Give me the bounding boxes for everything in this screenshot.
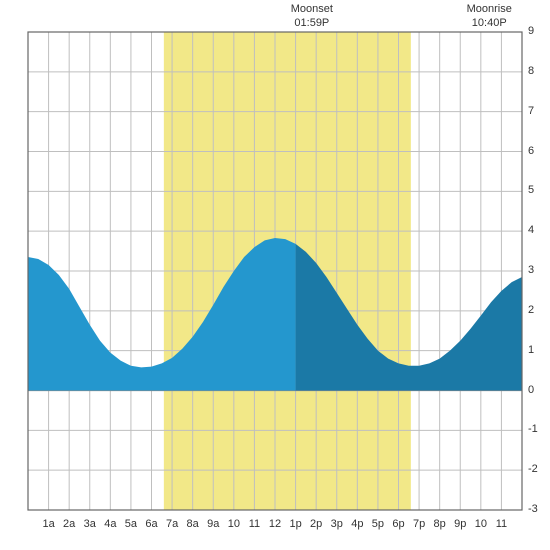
y-tick-label: 2 bbox=[528, 304, 534, 316]
moonset-label: Moonset bbox=[291, 3, 333, 15]
x-tick-label: 1p bbox=[289, 518, 301, 530]
y-tick-label: 8 bbox=[528, 65, 534, 77]
y-tick-label: -3 bbox=[528, 503, 538, 515]
moonrise-annotation: Moonrise 10:40P bbox=[467, 2, 512, 31]
y-tick-label: 3 bbox=[528, 264, 534, 276]
x-tick-label: 10 bbox=[228, 518, 240, 530]
y-tick-label: 0 bbox=[528, 384, 534, 396]
y-tick-label: 1 bbox=[528, 344, 534, 356]
x-tick-label: 7p bbox=[413, 518, 425, 530]
x-tick-label: 5p bbox=[372, 518, 384, 530]
x-tick-label: 3a bbox=[84, 518, 96, 530]
tide-chart: Moonset 01:59P Moonrise 10:40P -3-2-1012… bbox=[0, 0, 550, 550]
x-tick-label: 10 bbox=[475, 518, 487, 530]
moonrise-label: Moonrise bbox=[467, 3, 512, 15]
y-tick-label: 5 bbox=[528, 184, 534, 196]
y-tick-label: 7 bbox=[528, 105, 534, 117]
x-tick-label: 6p bbox=[392, 518, 404, 530]
x-tick-label: 2a bbox=[63, 518, 75, 530]
x-tick-label: 8p bbox=[434, 518, 446, 530]
x-tick-label: 11 bbox=[249, 518, 260, 530]
moonset-time: 01:59P bbox=[294, 17, 329, 29]
moonset-annotation: Moonset 01:59P bbox=[291, 2, 333, 31]
x-tick-label: 5a bbox=[125, 518, 137, 530]
x-tick-label: 11 bbox=[496, 518, 507, 530]
x-tick-label: 9p bbox=[454, 518, 466, 530]
x-tick-label: 3p bbox=[331, 518, 343, 530]
moonrise-time: 10:40P bbox=[472, 17, 507, 29]
x-tick-label: 9a bbox=[207, 518, 219, 530]
x-tick-label: 6a bbox=[145, 518, 157, 530]
x-tick-label: 4p bbox=[351, 518, 363, 530]
chart-svg bbox=[0, 0, 550, 550]
y-tick-label: -2 bbox=[528, 463, 538, 475]
x-tick-label: 12 bbox=[269, 518, 281, 530]
x-tick-label: 4a bbox=[104, 518, 116, 530]
x-tick-label: 2p bbox=[310, 518, 322, 530]
x-tick-label: 8a bbox=[187, 518, 199, 530]
x-tick-label: 1a bbox=[42, 518, 54, 530]
x-tick-label: 7a bbox=[166, 518, 178, 530]
y-tick-label: 4 bbox=[528, 224, 534, 236]
y-tick-label: 6 bbox=[528, 145, 534, 157]
y-tick-label: -1 bbox=[528, 423, 538, 435]
y-tick-label: 9 bbox=[528, 25, 534, 37]
